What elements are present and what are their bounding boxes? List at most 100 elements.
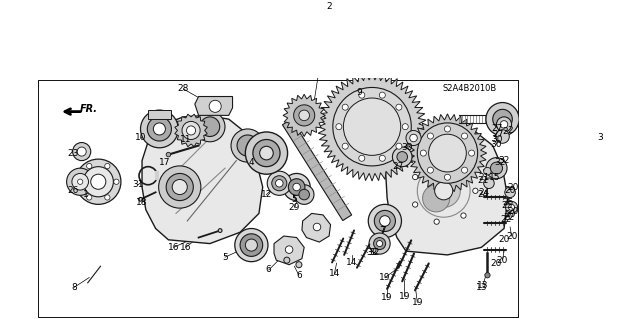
Polygon shape	[175, 114, 207, 147]
Circle shape	[166, 174, 193, 201]
Text: 6: 6	[296, 271, 302, 280]
Circle shape	[218, 229, 222, 233]
Text: 27: 27	[492, 130, 504, 139]
Circle shape	[484, 167, 492, 175]
Circle shape	[245, 239, 257, 251]
Circle shape	[275, 180, 283, 187]
Text: 16: 16	[168, 243, 179, 252]
Polygon shape	[408, 114, 486, 192]
Text: 28: 28	[178, 85, 189, 93]
Circle shape	[505, 187, 515, 197]
Circle shape	[359, 155, 365, 161]
Text: 5: 5	[222, 253, 228, 262]
Circle shape	[154, 123, 165, 135]
Circle shape	[294, 105, 315, 126]
Text: S2A4B2010B: S2A4B2010B	[443, 85, 497, 93]
Circle shape	[182, 122, 200, 139]
Circle shape	[461, 213, 466, 218]
Circle shape	[444, 174, 451, 180]
Circle shape	[497, 117, 511, 132]
Text: 21: 21	[478, 173, 490, 182]
Text: 16: 16	[180, 243, 191, 252]
Circle shape	[77, 179, 83, 184]
Text: 20: 20	[499, 235, 509, 244]
Circle shape	[76, 159, 121, 204]
Circle shape	[506, 201, 518, 213]
Bar	[148, 110, 171, 119]
Circle shape	[200, 117, 220, 137]
Text: 20: 20	[506, 232, 517, 241]
Circle shape	[344, 98, 401, 155]
Circle shape	[444, 126, 451, 132]
Circle shape	[313, 223, 321, 231]
Circle shape	[284, 257, 290, 263]
Polygon shape	[283, 94, 325, 137]
Circle shape	[114, 179, 119, 184]
Polygon shape	[302, 213, 331, 242]
Circle shape	[406, 130, 421, 145]
Text: 32: 32	[494, 158, 505, 167]
Text: 19: 19	[381, 293, 393, 302]
Text: 20: 20	[504, 211, 516, 219]
Circle shape	[86, 163, 92, 169]
Circle shape	[434, 157, 439, 163]
Polygon shape	[386, 124, 508, 255]
Circle shape	[159, 166, 201, 208]
Circle shape	[283, 174, 310, 201]
Circle shape	[484, 178, 494, 189]
Text: 9: 9	[356, 88, 362, 97]
Text: 8: 8	[71, 283, 77, 292]
Text: 26: 26	[67, 186, 78, 195]
Circle shape	[77, 147, 86, 156]
Circle shape	[485, 273, 490, 278]
Text: 30: 30	[491, 139, 502, 149]
Text: 7: 7	[379, 226, 385, 234]
Text: 22: 22	[503, 213, 514, 222]
Text: 20: 20	[504, 186, 516, 195]
Circle shape	[500, 121, 508, 128]
Circle shape	[417, 123, 477, 183]
Text: 21: 21	[477, 176, 488, 185]
Circle shape	[195, 112, 225, 142]
Circle shape	[336, 124, 342, 130]
Circle shape	[369, 233, 390, 254]
Circle shape	[289, 179, 305, 195]
Polygon shape	[195, 97, 232, 115]
Text: 13: 13	[477, 281, 489, 290]
Circle shape	[172, 180, 188, 195]
Circle shape	[105, 195, 110, 200]
Circle shape	[434, 219, 439, 224]
Circle shape	[299, 110, 310, 121]
Circle shape	[420, 150, 426, 156]
Text: 19: 19	[412, 298, 423, 307]
Text: 25: 25	[502, 197, 513, 207]
Text: 30: 30	[492, 135, 503, 144]
Circle shape	[67, 168, 94, 195]
Polygon shape	[282, 119, 352, 220]
Circle shape	[342, 104, 348, 110]
Circle shape	[486, 158, 507, 179]
Text: 7: 7	[381, 226, 387, 234]
Circle shape	[413, 202, 418, 207]
Circle shape	[473, 188, 478, 193]
Circle shape	[461, 167, 468, 173]
Polygon shape	[142, 115, 262, 244]
Text: 20: 20	[508, 207, 519, 216]
Circle shape	[294, 185, 314, 204]
Circle shape	[396, 104, 402, 110]
Circle shape	[429, 134, 467, 172]
Circle shape	[435, 182, 452, 200]
Circle shape	[374, 211, 396, 232]
Text: 32: 32	[366, 248, 378, 257]
Circle shape	[509, 204, 515, 211]
Text: 19: 19	[399, 292, 410, 301]
Circle shape	[402, 124, 408, 130]
Circle shape	[374, 238, 386, 249]
Circle shape	[359, 92, 365, 98]
Text: 2: 2	[503, 128, 508, 137]
Circle shape	[293, 183, 300, 191]
Text: 32: 32	[368, 248, 380, 257]
Circle shape	[139, 197, 143, 201]
Text: 2: 2	[326, 2, 332, 11]
Text: 20: 20	[497, 256, 508, 265]
